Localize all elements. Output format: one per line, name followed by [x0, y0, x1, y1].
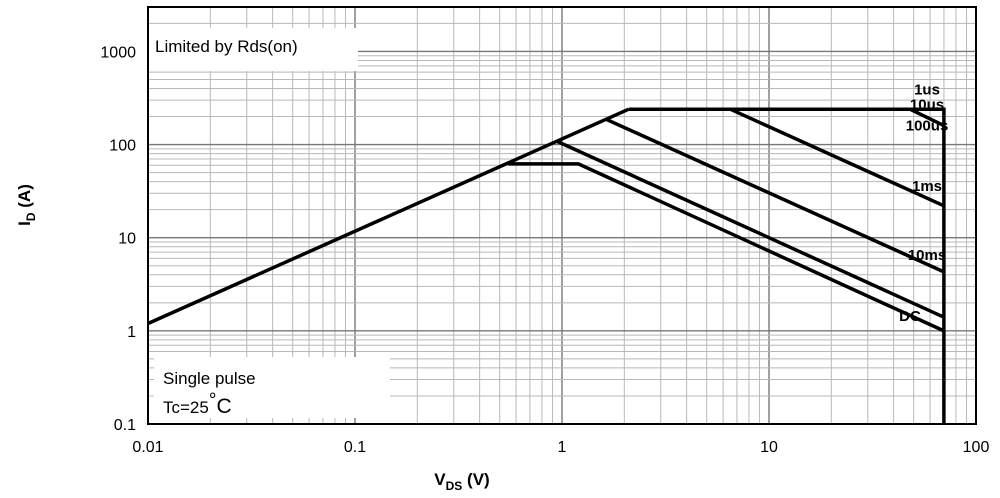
x-tick-label: 1 — [558, 439, 567, 456]
y-tick-label: 10 — [118, 231, 136, 248]
x-axis-title-sub: DS — [446, 479, 463, 493]
y-tick-label: 1 — [127, 324, 136, 341]
x-tick-label: 100 — [963, 439, 990, 456]
celsius-unit: C — [216, 395, 231, 418]
x-axis-title-main: V — [434, 470, 446, 489]
y-axis-title: ID (A) — [15, 184, 38, 226]
x-tick-label: 10 — [760, 439, 778, 456]
x-tick-label: 0.01 — [132, 439, 163, 456]
curve-10ms — [556, 139, 945, 319]
curve-label-1us: 1us — [914, 82, 940, 99]
curve-label-100us: 100us — [906, 118, 949, 135]
curve-1us — [628, 107, 946, 424]
curve-label-10us: 10us — [910, 96, 944, 113]
x-tick-label: 0.1 — [344, 439, 366, 456]
curve-DC — [508, 162, 945, 333]
tc-text: Tc=25 — [163, 398, 209, 417]
y-tick-label: 1000 — [100, 44, 136, 61]
x-axis-title-unit: (V) — [462, 470, 489, 489]
curves — [147, 107, 946, 424]
curve-100us — [729, 107, 945, 208]
y-axis-title-main: I — [15, 221, 34, 226]
y-axis-title-sub: D — [24, 212, 38, 221]
single-pulse-annotation: Single pulse — [163, 369, 256, 388]
y-tick-label: 100 — [109, 138, 136, 155]
x-axis-title: VDS (V) — [434, 470, 489, 493]
limited-annotation-box — [149, 28, 358, 71]
curve-10us — [909, 107, 945, 128]
y-axis-title-unit: (A) — [15, 184, 34, 212]
degree-symbol: ° — [209, 390, 217, 411]
pulse-annotation-box — [154, 357, 390, 418]
rds-on-limit-line — [147, 107, 630, 326]
limited-annotation: Limited by Rds(on) — [155, 37, 298, 56]
y-tick-labels: 0.1 1 10 100 1000 — [100, 44, 136, 434]
x-tick-labels: 0.01 0.1 1 10 100 — [132, 439, 989, 456]
curve-label-DC: DC — [899, 308, 921, 325]
curve-label-1ms: 1ms — [912, 178, 942, 195]
y-tick-label: 0.1 — [114, 417, 136, 434]
plot-frame — [147, 6, 977, 425]
curve-label-10ms: 10ms — [908, 247, 946, 264]
tc-annotation: Tc=25°C — [163, 390, 232, 418]
curve-1ms — [606, 118, 945, 274]
